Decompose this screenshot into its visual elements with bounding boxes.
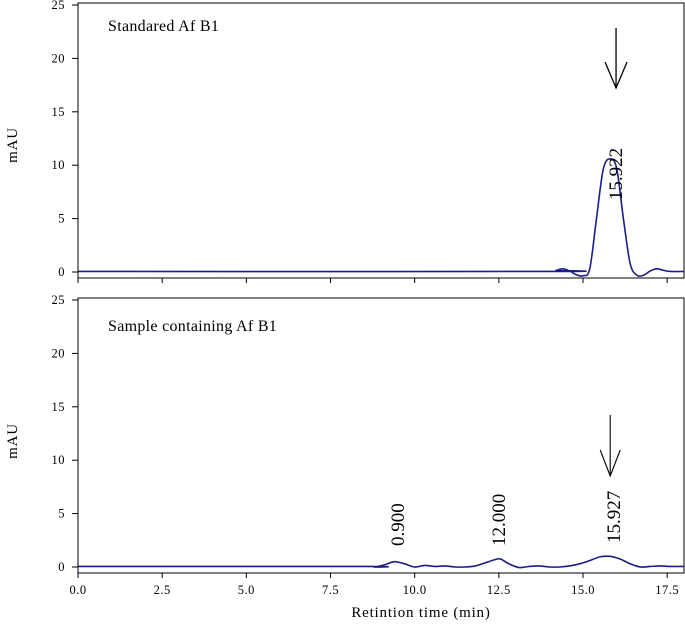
plot-frame (77, 2, 685, 279)
y-tick-label: 20 (52, 51, 66, 65)
y-tick-label: 5 (58, 212, 65, 226)
plot-frame (77, 297, 685, 574)
y-tick-label: 15 (52, 400, 66, 414)
panel-sample: 0 5 10 15 20 25 0.0 2.5 5.0 7.5 10.0 12.5 15.0 17.5 mA… (5, 293, 685, 621)
x-axis-title: Retintion time (min) (351, 605, 490, 621)
panel-title: Standared Af B1 (108, 18, 219, 35)
peak-label: 0.900 (388, 503, 409, 546)
y-tick-label: 0 (58, 560, 65, 574)
series-line (77, 555, 685, 569)
panel-standard: 0 5 10 15 20 25 mAU Standared Af B1 15.922 (5, 0, 685, 283)
y-tick-label: 25 (52, 293, 66, 307)
peak-label: 12.000 (489, 494, 510, 546)
x-tick-label: 7.5 (322, 583, 339, 597)
peak-label: 15.927 (604, 491, 625, 543)
x-tick-label: 2.5 (154, 583, 171, 597)
series-line (77, 157, 685, 278)
y-axis-title: mAU (5, 127, 21, 163)
x-tick-label: 12.5 (487, 583, 511, 597)
x-tick-label: 0.0 (69, 583, 86, 597)
y-tick-label: 15 (52, 105, 66, 119)
panel-title: Sample containing Af B1 (108, 318, 277, 335)
y-tick-label: 5 (58, 507, 65, 521)
peak-arrowhead (599, 449, 621, 478)
x-tick-label: 10.0 (403, 583, 427, 597)
y-tick-label: 10 (52, 158, 66, 172)
x-tick-label: 17.5 (655, 583, 679, 597)
y-tick-label: 20 (52, 346, 66, 360)
peak-arrowhead (604, 61, 628, 90)
y-tick-label: 10 (52, 453, 66, 467)
y-axis-title: mAU (5, 423, 21, 459)
x-tick-label: 15.0 (571, 583, 595, 597)
y-tick-label: 0 (58, 265, 65, 279)
y-tick-label: 25 (52, 0, 66, 12)
x-tick-label: 5.0 (238, 583, 255, 597)
peak-label: 15.922 (606, 148, 627, 200)
